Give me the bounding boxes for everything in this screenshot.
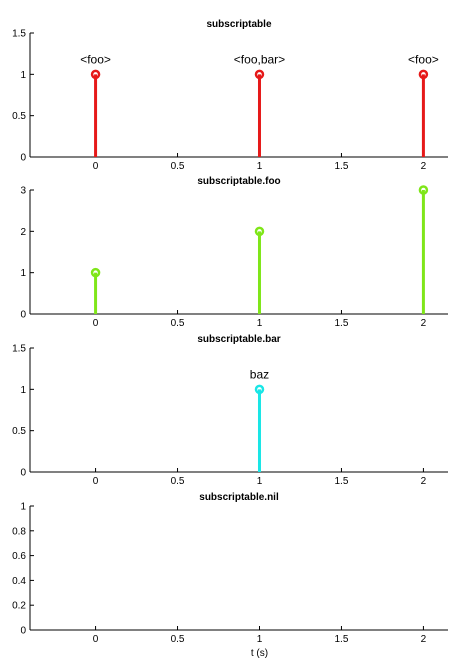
x-tick-label: 0.5 bbox=[171, 634, 185, 645]
x-tick-label: 0.5 bbox=[171, 318, 185, 329]
y-tick-label: 0 bbox=[20, 153, 26, 164]
y-tick-label: 0 bbox=[20, 310, 26, 321]
y-tick-label: 0.4 bbox=[12, 576, 26, 587]
chart-panel-1: 0 0.5 1 1.5 2 0 0.5 1 1.5 subscriptable <foo> <foo,… bbox=[12, 19, 448, 172]
x-axis-label: t (s) bbox=[251, 648, 268, 659]
stem-marker bbox=[418, 185, 429, 195]
x-tick-label: 1 bbox=[257, 634, 263, 645]
chart-title: subscriptable bbox=[206, 19, 271, 30]
y-tick-label: 1 bbox=[20, 70, 26, 81]
x-tick-label: 0.5 bbox=[171, 476, 185, 487]
y-tick-label: 1.5 bbox=[12, 344, 26, 355]
y-tick-label: 0.5 bbox=[12, 426, 26, 437]
y-tick-label: 0 bbox=[20, 468, 26, 479]
y-tick-label: 1 bbox=[20, 268, 26, 279]
x-tick-label: 2 bbox=[421, 161, 427, 172]
y-tick-label: 2 bbox=[20, 227, 26, 238]
chart-panel-3: 0 0.5 1 1.5 2 0 0.5 1 1.5 subscriptable.bar baz bbox=[12, 334, 448, 487]
stem-annotation: <foo> bbox=[80, 52, 111, 66]
stem-marker bbox=[254, 384, 265, 395]
y-tick-label: 1 bbox=[20, 385, 26, 396]
y-tick-label: 1 bbox=[20, 502, 26, 513]
stem-marker bbox=[254, 226, 265, 237]
x-tick-label: 0 bbox=[93, 476, 99, 487]
y-tick-label: 0.8 bbox=[12, 526, 26, 537]
stem-marker bbox=[90, 267, 101, 278]
stem-marker bbox=[90, 69, 101, 80]
chart-panel-2: 0 0.5 1 1.5 2 0 1 2 3 subscriptable.foo bbox=[20, 176, 448, 329]
chart-panel-4: 0 0.5 1 1.5 2 0 0.2 0.4 0.6 0.8 1 subscriptable.nil… bbox=[12, 492, 448, 659]
stem-annotation: baz bbox=[250, 367, 269, 381]
x-tick-label: 0 bbox=[93, 634, 99, 645]
x-tick-label: 1 bbox=[257, 161, 263, 172]
x-tick-label: 1.5 bbox=[334, 476, 348, 487]
x-tick-label: 2 bbox=[421, 318, 427, 329]
stem-marker bbox=[254, 69, 265, 80]
x-tick-label: 0 bbox=[93, 161, 99, 172]
x-tick-label: 2 bbox=[421, 476, 427, 487]
x-tick-label: 0.5 bbox=[171, 161, 185, 172]
x-tick-label: 1.5 bbox=[334, 634, 348, 645]
stem-annotation: <foo,bar> bbox=[234, 52, 285, 66]
y-tick-label: 0.5 bbox=[12, 111, 26, 122]
x-tick-label: 1 bbox=[257, 476, 263, 487]
y-tick-label: 3 bbox=[20, 186, 26, 197]
x-tick-label: 0 bbox=[93, 318, 99, 329]
x-tick-label: 1.5 bbox=[334, 318, 348, 329]
chart-title: subscriptable.bar bbox=[197, 334, 280, 345]
chart-title: subscriptable.nil bbox=[199, 492, 279, 503]
stem-marker bbox=[418, 69, 429, 80]
x-tick-label: 1.5 bbox=[334, 161, 348, 172]
stem-annotation: <foo> bbox=[408, 52, 439, 66]
x-tick-label: 1 bbox=[257, 318, 263, 329]
x-tick-label: 2 bbox=[421, 634, 427, 645]
y-tick-label: 0.6 bbox=[12, 551, 26, 562]
chart-title: subscriptable.foo bbox=[197, 176, 280, 187]
y-tick-label: 0.2 bbox=[12, 601, 26, 612]
y-tick-label: 0 bbox=[20, 626, 26, 637]
y-tick-label: 1.5 bbox=[12, 29, 26, 40]
